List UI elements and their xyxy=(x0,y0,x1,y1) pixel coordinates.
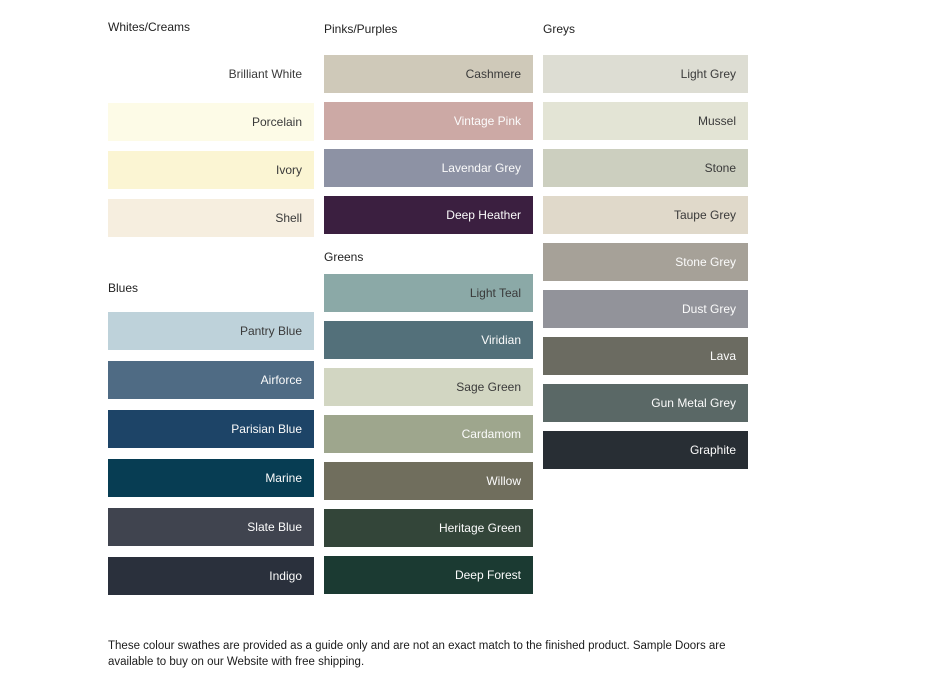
swatch-label: Stone xyxy=(704,161,736,175)
swatch-label: Gun Metal Grey xyxy=(651,396,736,410)
swatch-group: Blues Pantry Blue Airforce Parisian Blue Mar… xyxy=(108,281,314,595)
color-swatch: Parisian Blue xyxy=(108,410,314,448)
color-swatch: Deep Heather xyxy=(324,196,533,234)
color-swatch: Indigo xyxy=(108,557,314,595)
color-swatch: Gun Metal Grey xyxy=(543,384,748,422)
color-swatch: Deep Forest xyxy=(324,556,533,594)
color-swatch: Taupe Grey xyxy=(543,196,748,234)
group-title: Greys xyxy=(543,22,576,36)
swatch-label: Vintage Pink xyxy=(453,114,521,128)
group-title: Blues xyxy=(108,281,139,295)
color-swatch: Lava xyxy=(543,337,748,375)
swatch-label: Indigo xyxy=(269,569,302,583)
swatch-label: Pantry Blue xyxy=(239,324,302,338)
swatch-label: Taupe Grey xyxy=(673,208,736,222)
swatch-label: Graphite xyxy=(689,443,736,457)
group-title: Pinks/Purples xyxy=(324,22,398,36)
swatch-label: Mussel xyxy=(697,114,736,128)
swatch-label: Shell xyxy=(275,211,302,225)
color-swatch: Heritage Green xyxy=(324,509,533,547)
swatch-label: Sage Green xyxy=(456,380,521,394)
swatch-label: Deep Forest xyxy=(454,568,521,582)
color-swatch: Dust Grey xyxy=(543,290,748,328)
color-swatch: Light Teal xyxy=(324,274,533,312)
swatch-label: Dust Grey xyxy=(681,302,736,316)
color-swatch: Cashmere xyxy=(324,55,533,93)
swatch-label: Marine xyxy=(265,471,302,485)
swatch-label: Lavendar Grey xyxy=(441,161,521,175)
color-swatch: Brilliant White xyxy=(108,55,314,93)
swatch-label: Stone Grey xyxy=(675,255,736,269)
color-swatch: Stone xyxy=(543,149,748,187)
color-swatch: Airforce xyxy=(108,361,314,399)
swatch-label: Ivory xyxy=(275,163,302,177)
swatch-group: Pinks/Purples Cashmere Vintage Pink Lavenda… xyxy=(324,22,533,234)
swatch-group: Greys Light Grey Mussel Stone Taupe Grey Ston… xyxy=(543,22,748,469)
color-swatch: Willow xyxy=(324,462,533,500)
swatch-label: Willow xyxy=(486,474,521,488)
swatch-label: Light Grey xyxy=(680,67,736,81)
group-title: Whites/Creams xyxy=(108,20,191,34)
color-swatch: Pantry Blue xyxy=(108,312,314,350)
footer-note: These colour swathes are provided as a g… xyxy=(108,640,726,668)
color-swatch: Marine xyxy=(108,459,314,497)
swatch-label: Airforce xyxy=(260,373,302,387)
swatch-label: Cashmere xyxy=(465,67,521,81)
color-swatch: Shell xyxy=(108,199,314,237)
swatch-label: Deep Heather xyxy=(446,208,521,222)
color-swatch: Stone Grey xyxy=(543,243,748,281)
palette-column-whites-blues: Whites/Creams Brilliant White Porcelain Ivo… xyxy=(108,0,314,606)
color-swatch: Cardamom xyxy=(324,415,533,453)
swatch-label: Lava xyxy=(709,349,736,363)
color-swatch: Porcelain xyxy=(108,103,314,141)
group-title: Greens xyxy=(324,250,364,264)
color-swatch: Ivory xyxy=(108,151,314,189)
color-swatch: Mussel xyxy=(543,102,748,140)
color-swatch: Graphite xyxy=(543,431,748,469)
swatch-label: Slate Blue xyxy=(247,520,302,534)
swatch-label: Light Teal xyxy=(469,286,521,300)
color-swatch: Light Grey xyxy=(543,55,748,93)
palette-column-greys: Greys Light Grey Mussel Stone Taupe Grey Ston… xyxy=(543,0,748,478)
swatch-label: Viridian xyxy=(481,333,521,347)
color-swatch: Viridian xyxy=(324,321,533,359)
color-swatch: Slate Blue xyxy=(108,508,314,546)
swatch-label: Porcelain xyxy=(251,115,302,129)
swatch-label: Parisian Blue xyxy=(231,422,302,436)
swatch-label: Heritage Green xyxy=(438,521,521,535)
swatch-group: Greens Light Teal Viridian Sage Green Cardam… xyxy=(324,250,533,594)
swatch-label: Brilliant White xyxy=(228,67,302,81)
palette-column-pinks-greens: Pinks/Purples Cashmere Vintage Pink Lavenda… xyxy=(324,0,533,603)
color-swatch: Vintage Pink xyxy=(324,102,533,140)
color-swatch: Sage Green xyxy=(324,368,533,406)
swatch-group: Whites/Creams Brilliant White Porcelain Ivo… xyxy=(108,20,314,237)
color-swatch: Lavendar Grey xyxy=(324,149,533,187)
swatch-label: Cardamom xyxy=(461,427,521,441)
